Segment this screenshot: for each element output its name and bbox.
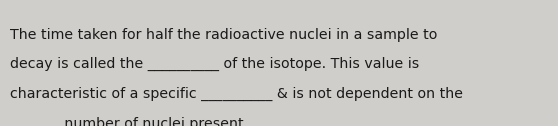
- Text: characteristic of a specific __________ & is not dependent on the: characteristic of a specific __________ …: [10, 87, 463, 101]
- Text: decay is called the __________ of the isotope. This value is: decay is called the __________ of the is…: [10, 57, 419, 71]
- Text: The time taken for half the radioactive nuclei in a sample to: The time taken for half the radioactive …: [10, 28, 437, 42]
- Text: _______ number of nuclei present.: _______ number of nuclei present.: [10, 117, 248, 126]
